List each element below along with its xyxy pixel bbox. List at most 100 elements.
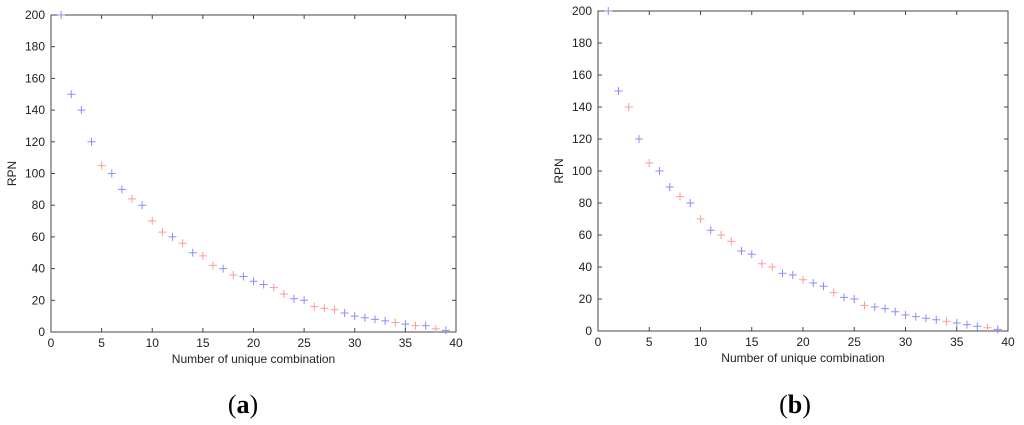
x-tick-label: 35	[950, 335, 964, 349]
data-point	[952, 319, 961, 327]
x-tick-label: 15	[745, 335, 759, 349]
data-point	[922, 314, 930, 323]
data-point	[178, 239, 187, 248]
y-tick-label: 200	[572, 4, 592, 18]
x-tick-label: 25	[848, 335, 862, 349]
data-point	[87, 137, 96, 146]
data-point	[696, 215, 705, 223]
data-point	[128, 194, 136, 203]
data-point	[138, 201, 147, 210]
data-point	[993, 325, 1002, 334]
x-tick-label: 20	[247, 336, 261, 350]
y-tick-label: 60	[579, 228, 593, 242]
data-point	[881, 304, 889, 313]
data-point	[57, 11, 66, 19]
data-point	[239, 272, 248, 281]
y-axis-label: RPN	[5, 161, 19, 186]
y-tick-label: 120	[25, 135, 45, 149]
data-point	[198, 251, 207, 260]
y-tick-label: 40	[32, 262, 46, 276]
y-tick-label: 180	[572, 36, 592, 50]
data-point	[860, 301, 869, 310]
data-point	[932, 315, 941, 324]
data-point	[645, 159, 654, 167]
data-point	[891, 307, 900, 316]
data-point	[279, 289, 288, 298]
data-point	[411, 321, 420, 330]
data-point	[747, 250, 756, 259]
x-tick-label: 35	[399, 336, 413, 350]
data-point	[819, 282, 828, 291]
x-tick-label: 25	[297, 336, 311, 350]
data-point	[727, 237, 736, 246]
x-axis-label: Number of unique combination	[172, 352, 335, 366]
data-point	[320, 304, 329, 313]
y-tick-label: 160	[25, 71, 45, 85]
series-0	[604, 7, 1002, 334]
y-tick-label: 200	[25, 8, 45, 22]
data-point	[983, 323, 992, 332]
x-tick-label: 0	[595, 335, 602, 349]
data-point	[706, 226, 715, 235]
data-point	[401, 320, 410, 329]
data-point	[340, 308, 349, 317]
data-point	[209, 261, 217, 270]
x-tick-label: 30	[899, 335, 913, 349]
data-point	[686, 199, 695, 207]
data-point	[901, 311, 910, 319]
x-tick-label: 20	[796, 335, 810, 349]
data-point	[350, 312, 359, 321]
data-point	[840, 293, 848, 302]
data-point	[188, 248, 197, 257]
data-point	[778, 269, 787, 278]
data-point	[788, 271, 797, 279]
y-tick-label: 60	[32, 230, 46, 244]
data-point	[330, 305, 339, 314]
x-tick-label: 15	[196, 336, 210, 350]
data-point	[117, 185, 126, 194]
y-tick-label: 20	[32, 293, 46, 307]
data-point	[768, 263, 777, 271]
y-tick-label: 40	[579, 260, 593, 274]
data-point	[758, 259, 766, 268]
series-1	[97, 161, 440, 333]
data-point	[604, 7, 613, 15]
data-point	[624, 103, 633, 111]
panel-label: (b)	[779, 390, 811, 419]
x-axis-label: Number of unique combination	[721, 351, 884, 365]
data-point	[829, 288, 838, 297]
data-point	[870, 303, 879, 311]
data-point	[249, 277, 258, 286]
data-point	[799, 275, 807, 284]
x-tick-label: 10	[694, 335, 708, 349]
data-point	[360, 313, 369, 322]
data-point	[107, 169, 116, 178]
x-tick-label: 0	[48, 336, 55, 350]
data-point	[942, 317, 951, 326]
data-point	[290, 294, 298, 303]
data-point	[300, 296, 309, 305]
y-axis-label: RPN	[552, 158, 566, 183]
data-point	[67, 90, 76, 99]
data-point	[381, 316, 390, 325]
data-point	[391, 318, 400, 327]
data-point	[614, 87, 623, 95]
data-point	[269, 283, 278, 292]
y-tick-label: 180	[25, 40, 45, 54]
x-tick-label: 40	[449, 336, 463, 350]
y-tick-label: 160	[572, 68, 592, 82]
y-tick-label: 100	[25, 167, 45, 181]
data-point	[421, 321, 430, 330]
data-point	[973, 322, 982, 331]
data-point	[310, 302, 319, 311]
x-tick-label: 10	[146, 336, 160, 350]
x-tick-label: 30	[348, 336, 362, 350]
data-point	[963, 320, 971, 329]
y-tick-label: 0	[585, 324, 592, 338]
data-point	[158, 228, 167, 237]
panel-label: (a)	[228, 390, 258, 419]
data-point	[148, 217, 157, 226]
data-point	[371, 315, 379, 324]
data-point	[809, 279, 818, 287]
x-tick-label: 40	[1001, 335, 1015, 349]
